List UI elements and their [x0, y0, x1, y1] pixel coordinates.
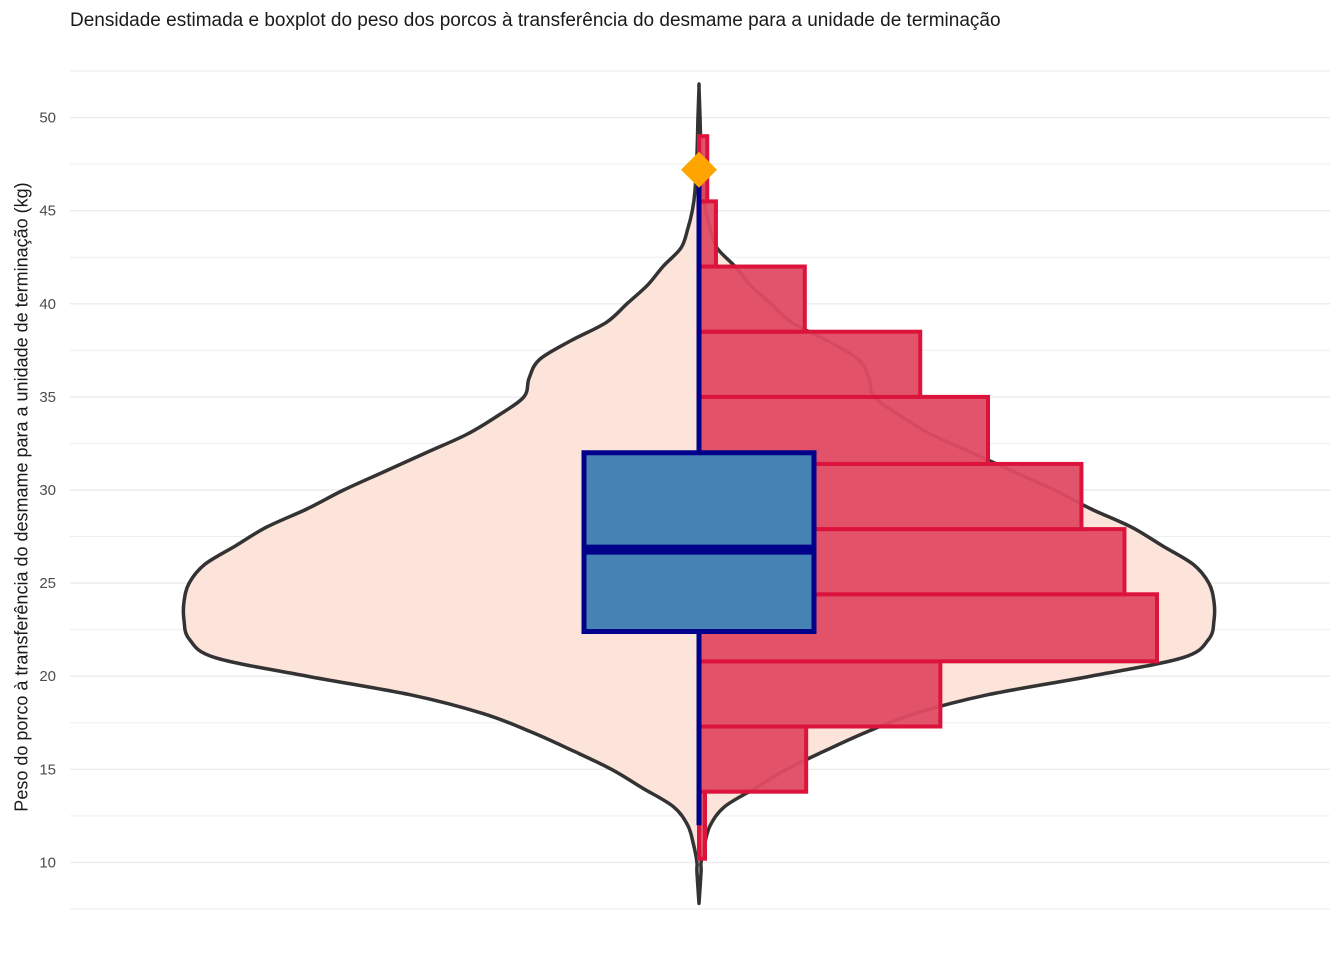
- y-tick-label: 25: [39, 575, 56, 592]
- y-tick-label: 10: [39, 854, 56, 871]
- outlier-point: [681, 151, 717, 188]
- histogram-bar: [697, 264, 807, 334]
- y-tick-label: 40: [39, 296, 56, 313]
- y-tick-labels: 10 15 20 25 30 35 40 45 50: [39, 110, 56, 872]
- y-tick-label: 50: [39, 110, 56, 127]
- histogram-bar: [697, 659, 943, 729]
- histogram-bar: [697, 199, 718, 269]
- histogram-bar: [697, 329, 923, 399]
- box-iqr: [581, 450, 817, 635]
- y-tick-label: 15: [39, 761, 56, 778]
- boxplot: [581, 151, 817, 826]
- y-tick-label: 20: [39, 668, 56, 685]
- histogram-bar: [697, 724, 809, 794]
- chart-title: Densidade estimada e boxplot do peso dos…: [70, 10, 1001, 31]
- y-tick-label: 45: [39, 203, 56, 220]
- y-tick-label: 35: [39, 389, 56, 406]
- y-tick-label: 30: [39, 482, 56, 499]
